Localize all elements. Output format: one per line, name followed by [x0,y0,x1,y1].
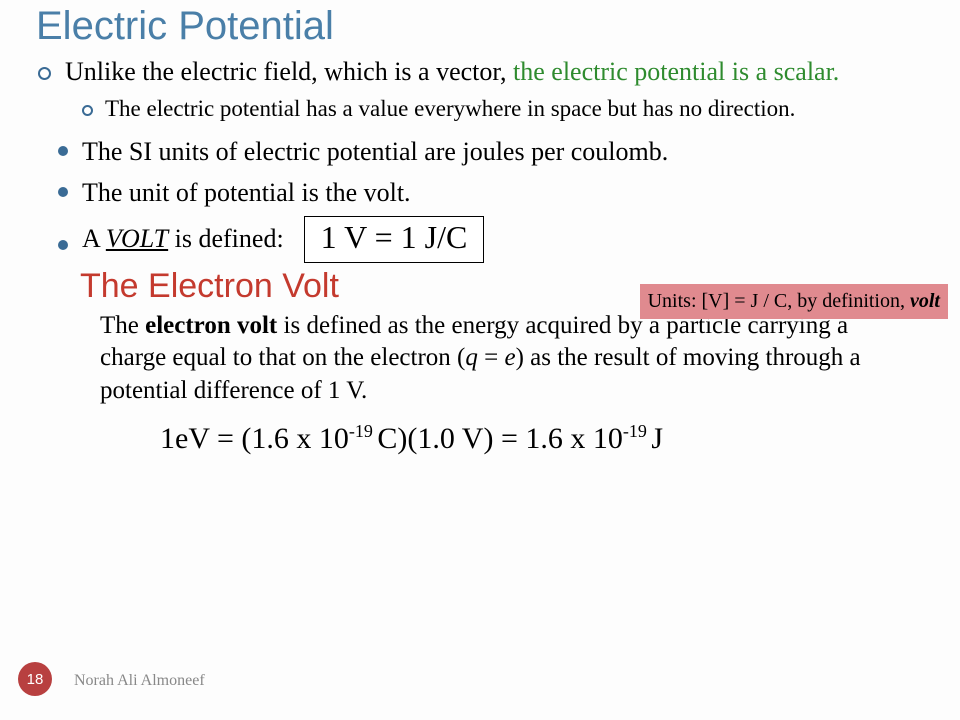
bullet-1-sub: The electric potential has a value every… [74,95,930,124]
equation-2: 1eV = (1.6 x 10-19 C)(1.0 V) = 1.6 x 10-… [160,421,930,456]
bullet-icon [82,105,93,116]
bullet-4-volt: VOLT [106,224,168,253]
eq2-a: 1eV = (1.6 x 10 [160,422,349,455]
bullet-4-row: A VOLT is defined: 1 V = 1 J/C [50,216,930,263]
bullet-1: Unlike the electric field, which is a ve… [30,55,930,89]
bullet-4-pre: A [82,224,106,253]
equation-box-1: 1 V = 1 J/C [304,216,485,263]
bullet-4-text: A VOLT is defined: [82,224,284,254]
para-bold: electron volt [145,312,277,339]
page-title: Electric Potential [36,4,930,49]
bullet-3-text: The unit of potential is the volt. [82,175,411,210]
bullet-1-text: Unlike the electric field, which is a ve… [65,55,839,89]
callout-volt: volt [910,290,940,312]
eq2-sup1: -19 [349,421,378,441]
eq2-c: J [651,422,663,455]
bullet-1-sub-text: The electric potential has a value every… [105,95,795,124]
page-number-badge: 18 [18,662,52,696]
bullet-3: The unit of potential is the volt. [50,175,930,210]
eq2-b: C)(1.0 V) = 1.6 x 10 [377,422,623,455]
bullet-icon [38,67,51,80]
para-e: e [504,344,515,371]
para-pre: The [100,312,145,339]
bullet-1-green: the electric potential is a scalar. [513,57,839,86]
bullet-icon [58,146,68,156]
bullet-2: The SI units of electric potential are j… [50,134,930,169]
para-eq: = [478,344,505,371]
eq2-sup2: -19 [623,421,652,441]
bullet-icon [58,240,68,250]
electron-volt-definition: The electron volt is defined as the ener… [100,310,900,408]
callout-text: Units: [V] = J / C, by definition, [648,290,910,312]
bullet-2-text: The SI units of electric potential are j… [82,134,668,169]
bullet-1-pre: Unlike the electric field, which is a ve… [65,57,513,86]
units-callout: Units: [V] = J / C, by definition, volt [640,284,948,319]
para-q: q [465,344,478,371]
bullet-icon [58,187,68,197]
bullet-4-post: is defined: [168,224,284,253]
author-name: Norah Ali Almoneef [74,672,205,690]
